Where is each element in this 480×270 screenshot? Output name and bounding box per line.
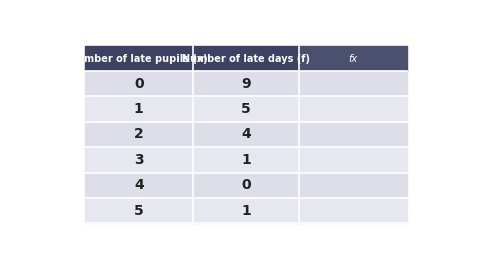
Text: 0: 0 — [134, 77, 144, 91]
Text: fx: fx — [348, 53, 358, 63]
Text: 4: 4 — [241, 127, 251, 141]
Text: Number of late days (f): Number of late days (f) — [182, 53, 310, 63]
Text: 1: 1 — [241, 204, 251, 218]
Text: Number of late pupils (x): Number of late pupils (x) — [70, 53, 208, 63]
Text: 1: 1 — [134, 102, 144, 116]
Text: 1: 1 — [241, 153, 251, 167]
Text: 0: 0 — [241, 178, 251, 192]
Text: 5: 5 — [241, 102, 251, 116]
Text: 9: 9 — [241, 77, 251, 91]
Text: 4: 4 — [134, 178, 144, 192]
Text: 5: 5 — [134, 204, 144, 218]
Text: 3: 3 — [134, 153, 144, 167]
Text: 2: 2 — [134, 127, 144, 141]
